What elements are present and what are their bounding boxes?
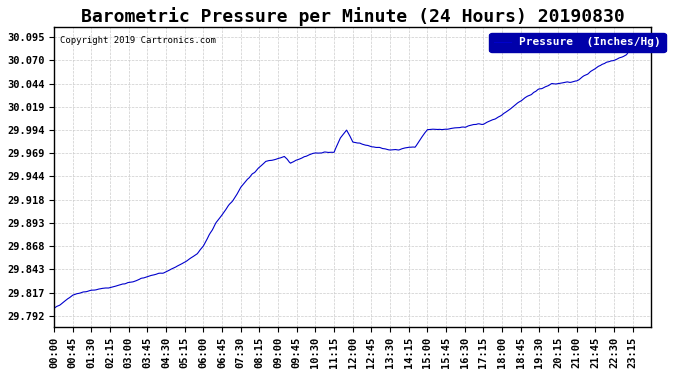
Text: Copyright 2019 Cartronics.com: Copyright 2019 Cartronics.com [60, 36, 216, 45]
Legend: Pressure  (Inches/Hg): Pressure (Inches/Hg) [489, 33, 666, 52]
Pressure  (Inches/Hg) [445, 126, 453, 131]
Pressure  (Inches/Hg) [250, 171, 258, 176]
Pressure  (Inches/Hg) [647, 34, 655, 38]
Pressure  (Inches/Hg) [183, 259, 191, 263]
Line: Pressure  (Inches/Hg): Pressure (Inches/Hg) [55, 36, 651, 308]
Pressure  (Inches/Hg) [168, 266, 177, 271]
Pressure  (Inches/Hg) [576, 76, 584, 81]
Title: Barometric Pressure per Minute (24 Hours) 20190830: Barometric Pressure per Minute (24 Hours… [81, 7, 624, 26]
Pressure  (Inches/Hg) [523, 94, 531, 99]
Pressure  (Inches/Hg) [50, 306, 59, 310]
